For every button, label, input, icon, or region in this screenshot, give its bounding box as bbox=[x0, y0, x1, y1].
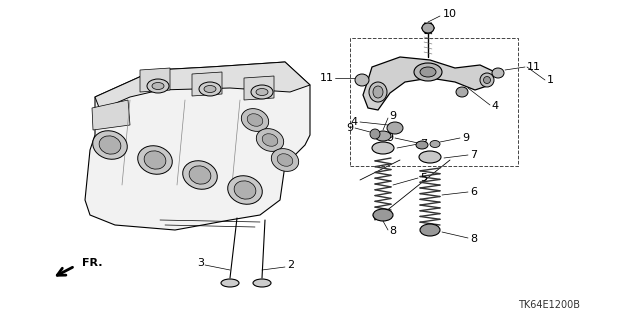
Text: 10: 10 bbox=[443, 9, 457, 19]
Text: TK64E1200B: TK64E1200B bbox=[518, 300, 580, 310]
Ellipse shape bbox=[93, 131, 127, 159]
Text: 8: 8 bbox=[470, 234, 477, 244]
Polygon shape bbox=[92, 100, 130, 130]
Ellipse shape bbox=[189, 166, 211, 184]
Ellipse shape bbox=[199, 82, 221, 96]
Ellipse shape bbox=[99, 136, 121, 154]
Ellipse shape bbox=[262, 134, 278, 146]
Ellipse shape bbox=[204, 85, 216, 93]
Text: 7: 7 bbox=[420, 139, 427, 149]
Ellipse shape bbox=[483, 77, 490, 84]
Ellipse shape bbox=[256, 88, 268, 95]
Ellipse shape bbox=[152, 83, 164, 90]
Bar bbox=[350, 38, 518, 166]
Ellipse shape bbox=[422, 23, 434, 33]
Ellipse shape bbox=[241, 108, 269, 131]
Ellipse shape bbox=[253, 279, 271, 287]
Polygon shape bbox=[95, 62, 310, 110]
Ellipse shape bbox=[147, 79, 169, 93]
Text: FR.: FR. bbox=[82, 258, 102, 268]
Ellipse shape bbox=[420, 67, 436, 77]
Text: 8: 8 bbox=[389, 226, 396, 236]
Text: 6: 6 bbox=[470, 187, 477, 197]
Circle shape bbox=[370, 129, 380, 139]
Ellipse shape bbox=[375, 131, 391, 141]
Text: 4: 4 bbox=[491, 101, 498, 111]
FancyArrowPatch shape bbox=[57, 267, 72, 275]
Text: 7: 7 bbox=[470, 150, 477, 160]
Ellipse shape bbox=[420, 224, 440, 236]
Ellipse shape bbox=[234, 181, 256, 199]
Ellipse shape bbox=[480, 73, 494, 87]
Text: 4: 4 bbox=[351, 117, 358, 127]
Ellipse shape bbox=[182, 161, 218, 189]
Ellipse shape bbox=[419, 151, 441, 163]
Ellipse shape bbox=[256, 129, 284, 152]
Polygon shape bbox=[140, 68, 170, 92]
Polygon shape bbox=[192, 72, 222, 96]
Text: 2: 2 bbox=[287, 260, 294, 270]
Ellipse shape bbox=[247, 114, 263, 126]
Text: 11: 11 bbox=[527, 62, 541, 72]
Ellipse shape bbox=[228, 176, 262, 204]
Ellipse shape bbox=[416, 141, 428, 149]
Ellipse shape bbox=[251, 85, 273, 99]
Ellipse shape bbox=[369, 82, 387, 102]
Ellipse shape bbox=[387, 122, 403, 134]
Ellipse shape bbox=[373, 209, 393, 221]
Polygon shape bbox=[363, 57, 495, 110]
Ellipse shape bbox=[456, 87, 468, 97]
Polygon shape bbox=[85, 62, 310, 230]
Ellipse shape bbox=[277, 154, 292, 166]
Text: 9: 9 bbox=[389, 111, 396, 121]
Ellipse shape bbox=[138, 146, 172, 174]
Ellipse shape bbox=[271, 149, 299, 171]
Ellipse shape bbox=[430, 140, 440, 147]
Text: 3: 3 bbox=[197, 258, 204, 268]
Ellipse shape bbox=[144, 151, 166, 169]
Ellipse shape bbox=[221, 279, 239, 287]
Ellipse shape bbox=[492, 68, 504, 78]
Text: 11: 11 bbox=[320, 73, 334, 83]
Text: 9: 9 bbox=[462, 133, 469, 143]
Polygon shape bbox=[244, 76, 274, 100]
Ellipse shape bbox=[373, 86, 383, 98]
Text: 9: 9 bbox=[346, 123, 353, 133]
Ellipse shape bbox=[372, 142, 394, 154]
Ellipse shape bbox=[355, 74, 369, 86]
Text: 9: 9 bbox=[386, 133, 393, 143]
Text: 1: 1 bbox=[547, 75, 554, 85]
Text: 5: 5 bbox=[420, 173, 427, 183]
Ellipse shape bbox=[414, 63, 442, 81]
